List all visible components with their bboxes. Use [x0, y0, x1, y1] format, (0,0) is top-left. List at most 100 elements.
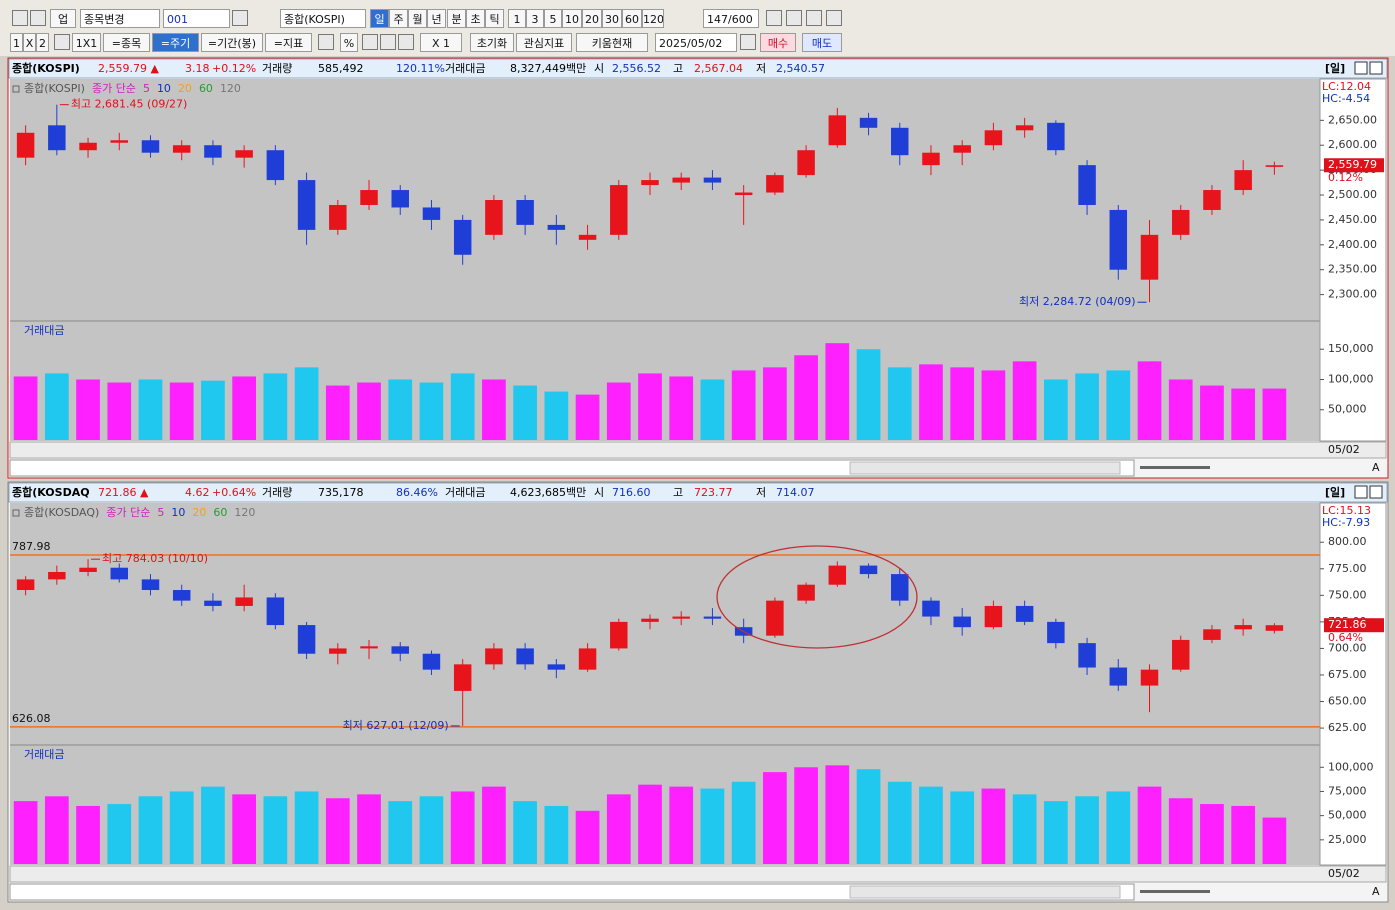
- toolbar-button[interactable]: =지표: [265, 33, 312, 52]
- toolbar-button[interactable]: 10: [562, 9, 582, 28]
- candle-body: [235, 150, 253, 158]
- move-icon[interactable]: [318, 34, 334, 50]
- header-low-label: 저: [756, 486, 766, 499]
- toolbar-button[interactable]: 1X1: [72, 33, 101, 52]
- candle-body: [422, 207, 441, 220]
- candle-body: [110, 567, 129, 580]
- toolbar-button[interactable]: 주: [389, 9, 408, 28]
- candle-body: [48, 571, 66, 580]
- window-button: [1354, 485, 1368, 499]
- toolbar-button[interactable]: 60: [622, 9, 642, 28]
- toolbar-button[interactable]: 20: [582, 9, 602, 28]
- candle-body: [1203, 629, 1221, 640]
- legend-icon: [12, 509, 20, 517]
- toolbar-button[interactable]: 월: [408, 9, 427, 28]
- header-change: 3.18: [185, 62, 210, 75]
- toolbar-button[interactable]: 1: [10, 33, 23, 52]
- layout-icon[interactable]: [12, 10, 28, 26]
- candle-body: [360, 646, 378, 649]
- candle-body: [1078, 165, 1096, 205]
- legend-entry: 10: [171, 506, 185, 519]
- toolbar-button[interactable]: 관심지표: [516, 33, 572, 52]
- toolbar-button[interactable]: 초: [466, 9, 485, 28]
- header-amount: 4,623,685백만: [510, 486, 586, 499]
- header-volume-ratio: 120.11%: [396, 62, 445, 75]
- volume-bar: [201, 380, 225, 440]
- volume-bar: [450, 373, 475, 440]
- toolbar-button[interactable]: 틱: [485, 9, 504, 28]
- order-icon[interactable]: [740, 34, 756, 50]
- toolbar-button[interactable]: X 1: [420, 33, 462, 52]
- candle-body: [891, 574, 909, 601]
- candle-body: [329, 648, 347, 654]
- candle-body: [859, 117, 878, 128]
- tool-icon[interactable]: [786, 10, 802, 26]
- toolbar-button[interactable]: 5: [544, 9, 562, 28]
- toolbar-button[interactable]: 키움현재: [576, 33, 648, 52]
- toolbar-button[interactable]: 일: [370, 9, 389, 28]
- toolbar-button[interactable]: 2: [36, 33, 49, 52]
- legend-entry: 종가 단순: [106, 506, 150, 519]
- zoom-slider: [1140, 890, 1210, 893]
- tool-icon[interactable]: [766, 10, 782, 26]
- window-button: [1369, 485, 1383, 499]
- toolbar-button[interactable]: 분: [447, 9, 466, 28]
- y-tick-label: 750.00: [1328, 588, 1367, 601]
- candle-body: [297, 180, 316, 230]
- volume-bar: [1012, 794, 1037, 864]
- grid-icon[interactable]: [54, 34, 70, 50]
- toolbar-button[interactable]: %: [340, 33, 358, 52]
- last-price-label: 2,559.79: [1328, 158, 1377, 171]
- volume-bar: [263, 796, 288, 864]
- toolbar-button[interactable]: 001: [163, 9, 230, 28]
- volume-bar: [513, 801, 537, 864]
- volume-bar: [13, 376, 38, 440]
- toolbar-button[interactable]: 초기화: [470, 33, 514, 52]
- lc-label: LC:15.13: [1322, 504, 1371, 517]
- volume-bar: [919, 364, 943, 440]
- volume-bar: [294, 367, 319, 440]
- toolbar-button[interactable]: 년: [427, 9, 446, 28]
- search-icon[interactable]: [232, 10, 248, 26]
- toolbar-button[interactable]: =기간(봉): [201, 33, 263, 52]
- pause-icon[interactable]: [380, 34, 396, 50]
- toolbar-button[interactable]: 종목변경: [80, 9, 160, 28]
- toolbar-button[interactable]: 1: [508, 9, 526, 28]
- toolbar-button[interactable]: 업: [50, 9, 76, 28]
- toolbar-button[interactable]: 147/600: [703, 9, 759, 28]
- volume-bar: [44, 373, 69, 440]
- settings-icon[interactable]: [826, 10, 842, 26]
- toolbar-button[interactable]: 120: [642, 9, 664, 28]
- candle-body: [578, 648, 597, 670]
- volume-bar: [388, 379, 413, 440]
- volume-bar: [419, 796, 444, 864]
- scroll-thumb: [849, 461, 1121, 475]
- y-tick-label: 2,600.00: [1328, 138, 1377, 151]
- toolbar-button[interactable]: 매수: [760, 33, 796, 52]
- toolbar-button[interactable]: =주기: [152, 33, 199, 52]
- header-high: 723.77: [694, 486, 733, 499]
- volume-bar: [107, 382, 132, 440]
- candle-body: [1234, 170, 1252, 191]
- volume-bar: [794, 355, 818, 440]
- horizontal-line-label: 787.98: [12, 540, 51, 553]
- toolbar-button[interactable]: 2025/05/02: [655, 33, 737, 52]
- y-tick-label: 2,650.00: [1328, 113, 1377, 126]
- legend-entry: 종합(KOSPI): [24, 82, 85, 95]
- toolbar-button[interactable]: 30: [602, 9, 622, 28]
- toolbar-button[interactable]: =종목: [103, 33, 150, 52]
- toolbar-button[interactable]: 3: [526, 9, 544, 28]
- next-icon[interactable]: [398, 34, 414, 50]
- header-name: 종합(KOSDAQ: [12, 485, 90, 499]
- legend-icon: [12, 85, 20, 93]
- prev-icon[interactable]: [362, 34, 378, 50]
- pin-icon[interactable]: [30, 10, 46, 26]
- save-icon[interactable]: [806, 10, 822, 26]
- header-period: [일]: [1325, 485, 1345, 499]
- candle-body: [235, 597, 253, 606]
- toolbar-button[interactable]: 종합(KOSPI): [280, 9, 366, 28]
- toolbar-button[interactable]: 매도: [802, 33, 842, 52]
- volume-bar: [325, 798, 350, 864]
- candle-body: [453, 219, 472, 255]
- toolbar-button[interactable]: X: [23, 33, 36, 52]
